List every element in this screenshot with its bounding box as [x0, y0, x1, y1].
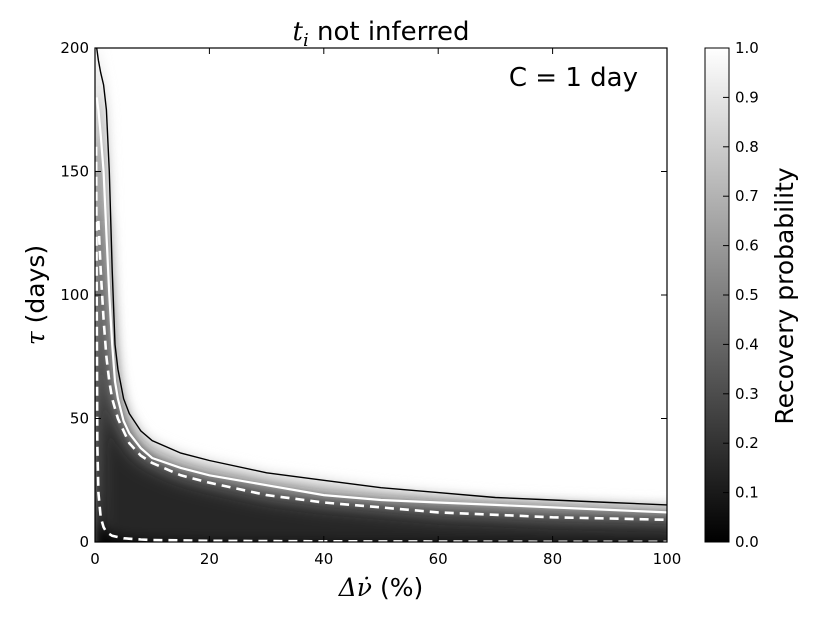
y-tick-label: 50 [70, 410, 89, 428]
contour-black-solid [96, 48, 667, 506]
annotation-c-value: C = 1 day [509, 63, 638, 93]
colorbar-tick-label: 0.3 [735, 385, 759, 403]
colorbar-tick-label: 0.7 [735, 187, 759, 205]
colorbar-label: Recovery probability [770, 167, 799, 424]
colorbar-tick-label: 0.5 [735, 286, 759, 304]
colorbar-ticks: 0.0 0.1 0.2 0.3 0.4 0.5 0.6 0.7 0.8 0.9 1.0 [723, 39, 759, 551]
y-tick-label: 200 [60, 39, 89, 57]
colorbar-tick-label: 0.1 [735, 484, 759, 502]
y-axis-ticks: 0 50 100 150 200 [60, 39, 667, 551]
x-axis-unit: (%) [372, 573, 423, 602]
colorbar-tick-label: 0.6 [735, 237, 759, 255]
y-axis-unit: (days) [21, 245, 50, 331]
x-tick-label: 60 [429, 550, 448, 568]
colorbar-tick-label: 0.2 [735, 434, 759, 452]
colorbar-tick-label: 0.9 [735, 88, 759, 106]
y-axis-symbol: τ [21, 330, 50, 345]
colorbar-tick-label: 0.4 [735, 335, 759, 353]
heatmap-plot-area [95, 48, 667, 542]
x-tick-label: 20 [200, 550, 219, 568]
y-tick-label: 0 [79, 533, 89, 551]
colorbar-tick-label: 0.0 [735, 533, 759, 551]
x-tick-label: 100 [653, 550, 682, 568]
y-axis-label: τ (days) [21, 245, 50, 345]
x-tick-label: 80 [543, 550, 562, 568]
x-axis-symbol: Δν̇ [338, 573, 372, 602]
x-tick-label: 40 [314, 550, 333, 568]
title-symbol: t [292, 17, 303, 47]
contour-white-solid [95, 97, 667, 514]
x-axis-ticks: 0 20 40 60 80 100 [90, 48, 681, 568]
y-tick-label: 100 [60, 286, 89, 304]
colorbar-tick-label: 0.8 [735, 138, 759, 156]
y-tick-label: 150 [60, 163, 89, 181]
x-axis-label: Δν̇ (%) [338, 573, 423, 602]
title-subscript: i [303, 30, 309, 51]
heat-band-low [95, 220, 667, 542]
colorbar-tick-label: 1.0 [735, 39, 759, 57]
contour-white-dashed-upper [97, 220, 667, 522]
heatmap-field [95, 48, 667, 542]
chart-title: ti not inferred [292, 17, 469, 51]
x-tick-label: 0 [90, 550, 100, 568]
title-text: not inferred [309, 17, 470, 47]
